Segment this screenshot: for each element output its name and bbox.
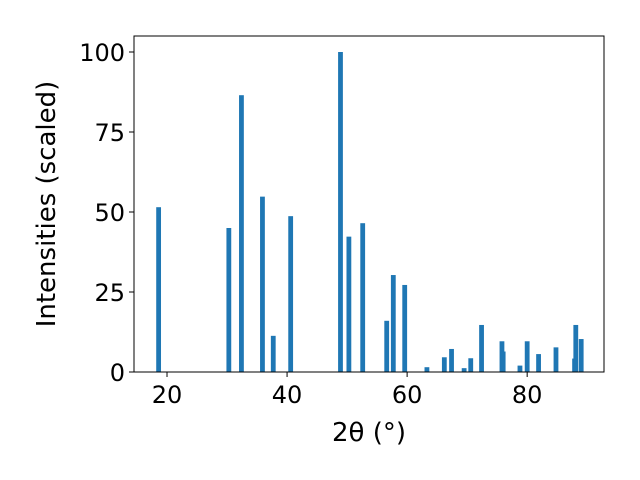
y-tick-label: 75	[94, 119, 125, 147]
y-tick-label: 25	[94, 279, 125, 307]
bar	[346, 236, 352, 372]
bar	[260, 196, 265, 372]
y-axis: 0 25 50 75 100	[79, 39, 134, 387]
x-tick-label: 20	[152, 381, 183, 409]
bar	[441, 357, 447, 372]
bar	[226, 228, 232, 372]
bar	[573, 324, 579, 372]
bar	[517, 365, 523, 372]
bar	[156, 207, 162, 372]
x-tick-label: 80	[512, 381, 543, 409]
y-tick-label: 50	[94, 199, 125, 227]
bar	[461, 368, 467, 372]
y-tick-label: 0	[110, 359, 125, 387]
bar	[402, 284, 408, 372]
bar	[239, 95, 244, 372]
bar	[390, 275, 396, 372]
bar	[479, 324, 484, 372]
bar-series	[156, 52, 584, 372]
bar	[449, 348, 454, 372]
plot-frame	[133, 35, 605, 373]
x-axis-label: 2θ (°)	[332, 418, 406, 448]
bar	[424, 367, 430, 372]
x-tick-label: 60	[392, 381, 423, 409]
bar	[360, 223, 366, 372]
bar	[500, 351, 506, 372]
x-tick-label: 40	[272, 381, 303, 409]
bar	[524, 341, 530, 372]
bar	[338, 52, 343, 372]
y-tick-label: 100	[79, 39, 125, 67]
bar	[384, 320, 390, 372]
bar	[536, 354, 541, 372]
x-axis: 20 40 60 80	[152, 372, 543, 409]
bar	[553, 347, 559, 372]
bar	[468, 358, 474, 372]
bar	[288, 216, 294, 372]
bar	[578, 339, 584, 372]
bar	[270, 335, 276, 372]
y-axis-label: Intensities (scaled)	[32, 81, 62, 328]
